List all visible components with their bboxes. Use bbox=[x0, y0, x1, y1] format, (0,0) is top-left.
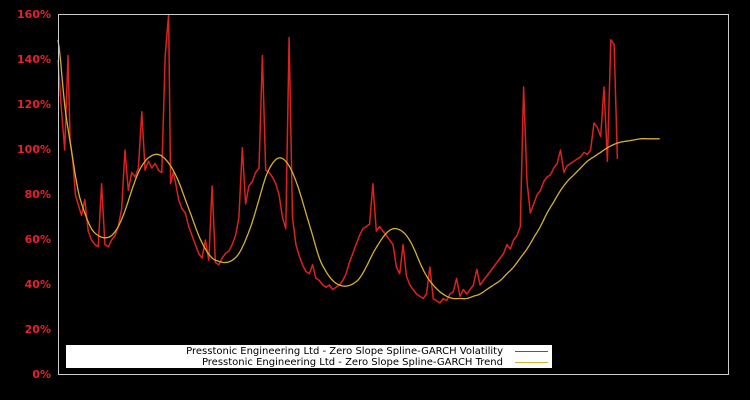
y-tick-label: 40% bbox=[24, 278, 51, 291]
y-tick-label: 100% bbox=[17, 143, 51, 156]
y-tick-label: 160% bbox=[17, 8, 51, 21]
legend: Presstonic Engineering Ltd - Zero Slope … bbox=[66, 345, 552, 368]
trend-line bbox=[57, 39, 660, 300]
plot-frame bbox=[58, 14, 729, 375]
y-tick-label: 20% bbox=[24, 323, 51, 336]
y-tick-label: 140% bbox=[17, 53, 51, 66]
y-tick-label: 0% bbox=[32, 368, 51, 381]
legend-item-volatility: Presstonic Engineering Ltd - Zero Slope … bbox=[186, 346, 548, 357]
legend-label-trend: Presstonic Engineering Ltd - Zero Slope … bbox=[201, 357, 503, 368]
legend-item-trend: Presstonic Engineering Ltd - Zero Slope … bbox=[202, 357, 548, 368]
legend-swatch-volatility bbox=[515, 351, 548, 352]
legend-label-volatility: Presstonic Engineering Ltd - Zero Slope … bbox=[186, 346, 503, 357]
y-tick-label: 80% bbox=[24, 188, 51, 201]
y-tick-label: 120% bbox=[17, 98, 51, 111]
series-layer bbox=[57, 14, 660, 304]
legend-swatch-trend bbox=[515, 362, 548, 363]
volatility-line bbox=[57, 14, 619, 304]
y-tick-label: 60% bbox=[24, 233, 51, 246]
